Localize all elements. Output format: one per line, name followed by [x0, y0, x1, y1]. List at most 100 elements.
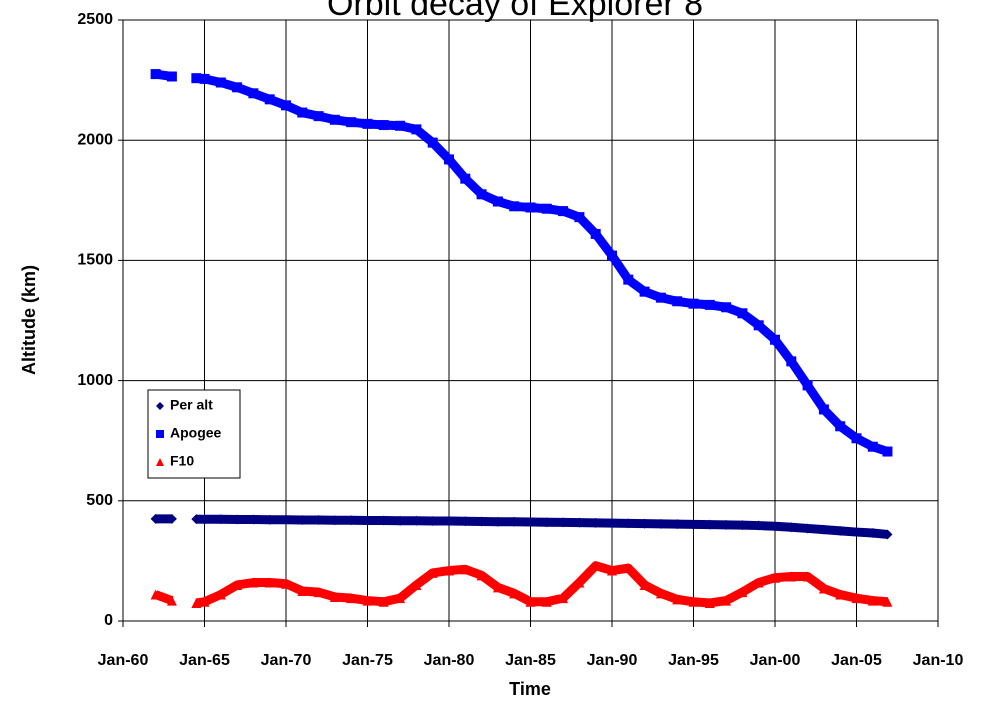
point [867, 441, 878, 452]
point [851, 527, 862, 538]
point [835, 589, 846, 600]
point [427, 567, 438, 578]
point [427, 515, 438, 526]
legend-marker [156, 402, 164, 410]
point [590, 228, 601, 239]
point [558, 206, 569, 217]
point [590, 517, 601, 528]
point [882, 596, 893, 607]
point [313, 587, 324, 598]
point [541, 517, 552, 528]
point [737, 520, 748, 531]
point [639, 579, 650, 590]
point [639, 518, 650, 529]
point [460, 516, 471, 527]
y-tick-label: 2500 [77, 11, 113, 28]
point [753, 520, 764, 531]
point [166, 513, 177, 524]
point [427, 137, 438, 148]
point [721, 302, 732, 313]
y-tick-label: 1500 [77, 252, 113, 269]
point [476, 516, 487, 527]
y-axis-label: Altitude (km) [19, 265, 39, 375]
point [444, 515, 454, 526]
point [264, 94, 275, 105]
point [851, 433, 862, 444]
point [362, 118, 373, 129]
point [835, 421, 846, 432]
point [672, 594, 683, 605]
point [607, 250, 617, 261]
x-tick-label: Jan-70 [261, 652, 312, 669]
x-tick-label: Jan-95 [668, 652, 719, 669]
point [770, 334, 780, 345]
point [346, 593, 357, 604]
x-tick-label: Jan-85 [505, 652, 556, 669]
point [492, 582, 503, 593]
point [721, 519, 732, 530]
point [802, 523, 813, 534]
point [476, 189, 487, 200]
point [558, 517, 569, 528]
point [313, 111, 324, 122]
point [411, 124, 422, 135]
point [802, 571, 813, 582]
point [753, 577, 764, 588]
point [704, 597, 715, 608]
point [215, 589, 226, 600]
point [851, 593, 862, 604]
point [313, 515, 324, 526]
point [150, 69, 161, 80]
point [770, 572, 780, 583]
point [232, 579, 243, 590]
legend-label: Apogee [170, 425, 222, 441]
point [509, 516, 520, 527]
point [623, 274, 634, 285]
series-band [154, 561, 888, 608]
point [786, 356, 797, 367]
point [721, 595, 732, 606]
point [525, 516, 536, 527]
point [395, 593, 406, 604]
legend-marker [156, 430, 164, 438]
point [248, 514, 259, 525]
point [655, 518, 666, 529]
x-tick-label: Jan-10 [913, 652, 964, 669]
point [329, 591, 340, 602]
point [329, 515, 340, 526]
point [525, 202, 536, 213]
point [215, 514, 226, 525]
point [362, 595, 373, 606]
point [802, 380, 813, 391]
point [166, 71, 177, 82]
point [378, 515, 389, 526]
point [199, 596, 210, 607]
point [362, 515, 373, 526]
point [607, 565, 617, 576]
point [460, 173, 471, 184]
point [492, 516, 503, 527]
x-tick-label: Jan-00 [750, 652, 801, 669]
point [248, 88, 259, 99]
point [191, 514, 202, 525]
point [672, 296, 683, 307]
point [867, 528, 878, 539]
point [191, 73, 202, 84]
point [460, 564, 471, 575]
point [150, 589, 161, 600]
point [395, 120, 406, 131]
point [704, 519, 715, 530]
point [297, 515, 308, 526]
point [574, 577, 585, 588]
point [378, 120, 389, 131]
x-tick-label: Jan-65 [179, 652, 230, 669]
point [882, 446, 893, 457]
point [395, 515, 406, 526]
point [704, 299, 715, 310]
point [509, 588, 520, 599]
point [150, 513, 161, 524]
point [199, 73, 210, 84]
point [818, 524, 829, 535]
point [232, 82, 243, 93]
point [737, 308, 748, 319]
